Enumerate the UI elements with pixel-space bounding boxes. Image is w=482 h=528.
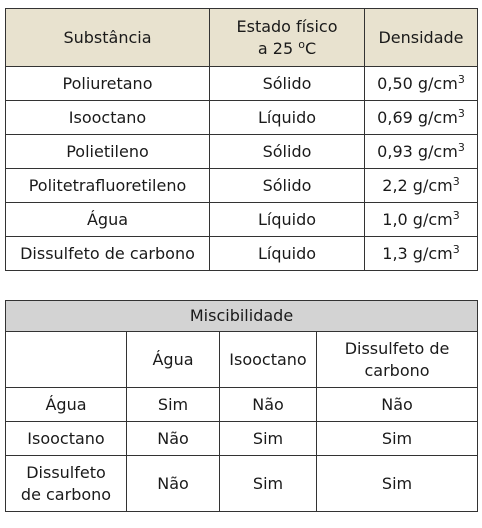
cell-substance: Poliuretano	[5, 66, 210, 101]
row-label-line2: de carbono	[20, 484, 112, 504]
cell-value: Sim	[126, 387, 220, 422]
density-value: 2,2 g/cm	[382, 175, 453, 195]
column-header: Dissulfeto de carbono	[315, 331, 479, 388]
column-header-line1: Dissulfeto de	[344, 338, 450, 358]
cell-density: 0,50 g/cm3	[364, 66, 478, 101]
table-row: Isooctano Não Sim Sim	[5, 421, 479, 456]
degree-mark: o	[298, 37, 305, 51]
cell-state: Líquido	[209, 236, 365, 271]
empty-corner-cell	[5, 331, 127, 388]
cell-substance: Água	[5, 202, 210, 237]
density-exponent: 3	[457, 106, 465, 120]
cell-density: 0,93 g/cm3	[364, 134, 478, 169]
cell-state: Líquido	[209, 202, 365, 237]
density-exponent: 3	[457, 140, 465, 154]
density-exponent: 3	[452, 174, 460, 188]
column-header: Isooctano	[219, 331, 317, 388]
cell-density: 0,69 g/cm3	[364, 100, 478, 135]
miscibility-table: Miscibilidade Água Isooctano Dissulfeto …	[4, 300, 479, 512]
table-row: Polietileno Sólido 0,93 g/cm3	[5, 134, 478, 169]
cell-value: Não	[219, 387, 317, 422]
cell-substance: Politetrafluoretileno	[5, 168, 210, 203]
cell-density: 2,2 g/cm3	[364, 168, 478, 203]
density-value: 0,50 g/cm	[377, 73, 458, 93]
table-row: Politetrafluoretileno Sólido 2,2 g/cm3	[5, 168, 478, 203]
table-header-row: Substância Estado físico a 25 oC Densida…	[5, 8, 478, 67]
cell-substance: Dissulfeto de carbono	[5, 236, 210, 271]
header-substance: Substância	[5, 8, 210, 67]
table-row: Isooctano Líquido 0,69 g/cm3	[5, 100, 478, 135]
density-value: 1,3 g/cm	[382, 243, 453, 263]
column-header-line2: carbono	[364, 360, 430, 380]
row-label: Isooctano	[5, 421, 127, 456]
table-row: Água Líquido 1,0 g/cm3	[5, 202, 478, 237]
cell-value: Sim	[219, 421, 317, 456]
header-state: Estado físico a 25 oC	[209, 8, 365, 67]
cell-density: 1,0 g/cm3	[364, 202, 478, 237]
cell-state: Líquido	[209, 100, 365, 135]
density-exponent: 3	[452, 208, 460, 222]
table-row: Dissulfeto de carbono Não Sim Sim	[5, 455, 479, 512]
cell-density: 1,3 g/cm3	[364, 236, 478, 271]
header-state-unit: C	[304, 38, 317, 58]
table-row: Dissulfeto de carbono Líquido 1,3 g/cm3	[5, 236, 478, 271]
miscibility-header-row: Água Isooctano Dissulfeto de carbono	[5, 331, 479, 388]
cell-value: Sim	[315, 421, 479, 456]
density-exponent: 3	[457, 72, 465, 86]
row-label-line1: Dissulfeto	[26, 462, 106, 482]
density-table: Substância Estado físico a 25 oC Densida…	[5, 8, 478, 271]
miscibility-title: Miscibilidade	[4, 300, 479, 332]
header-state-line2: a 25	[257, 38, 294, 58]
cell-state: Sólido	[209, 66, 365, 101]
header-state-line1: Estado físico	[236, 16, 338, 36]
cell-value: Não	[126, 421, 220, 456]
density-exponent: 3	[452, 242, 460, 256]
miscibility-title-row: Miscibilidade	[4, 300, 479, 332]
cell-substance: Polietileno	[5, 134, 210, 169]
column-header: Água	[126, 331, 220, 388]
cell-value: Sim	[315, 455, 479, 512]
cell-substance: Isooctano	[5, 100, 210, 135]
cell-value: Não	[315, 387, 479, 422]
table-row: Água Sim Não Não	[5, 387, 479, 422]
cell-state: Sólido	[209, 168, 365, 203]
row-label: Água	[5, 387, 127, 422]
density-value: 1,0 g/cm	[382, 209, 453, 229]
cell-value: Sim	[219, 455, 317, 512]
table-row: Poliuretano Sólido 0,50 g/cm3	[5, 66, 478, 101]
row-label: Dissulfeto de carbono	[5, 455, 127, 512]
density-value: 0,69 g/cm	[377, 107, 458, 127]
header-density: Densidade	[364, 8, 478, 67]
cell-state: Sólido	[209, 134, 365, 169]
cell-value: Não	[126, 455, 220, 512]
density-value: 0,93 g/cm	[377, 141, 458, 161]
